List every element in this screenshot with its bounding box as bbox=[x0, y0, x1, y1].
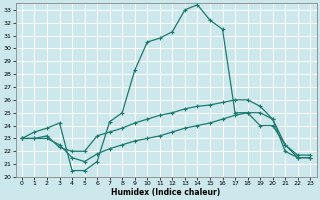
X-axis label: Humidex (Indice chaleur): Humidex (Indice chaleur) bbox=[111, 188, 221, 197]
